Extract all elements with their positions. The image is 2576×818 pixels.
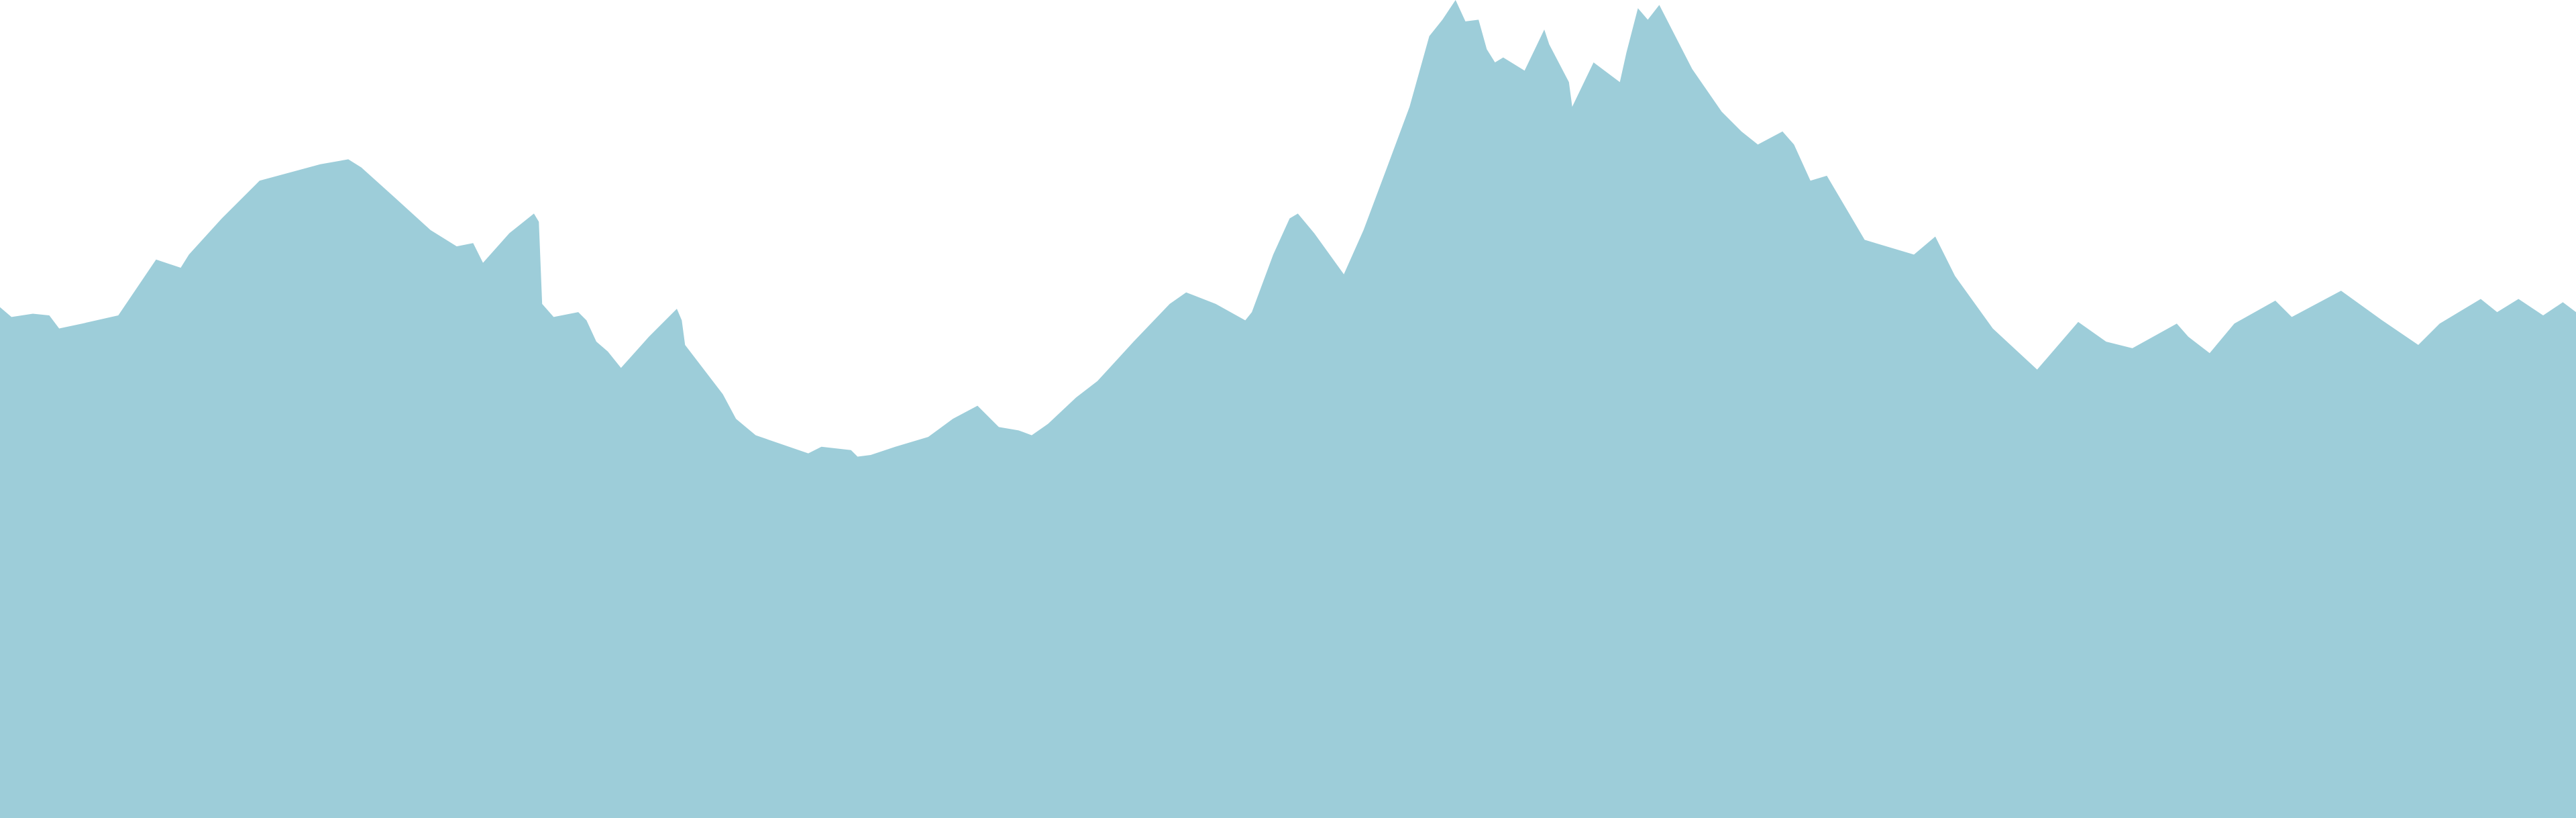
mountain-silhouette-graphic xyxy=(0,0,2576,818)
page: (() => { const data = JSON.parse(documen… xyxy=(0,0,2576,818)
mountain-silhouette xyxy=(0,0,2576,818)
